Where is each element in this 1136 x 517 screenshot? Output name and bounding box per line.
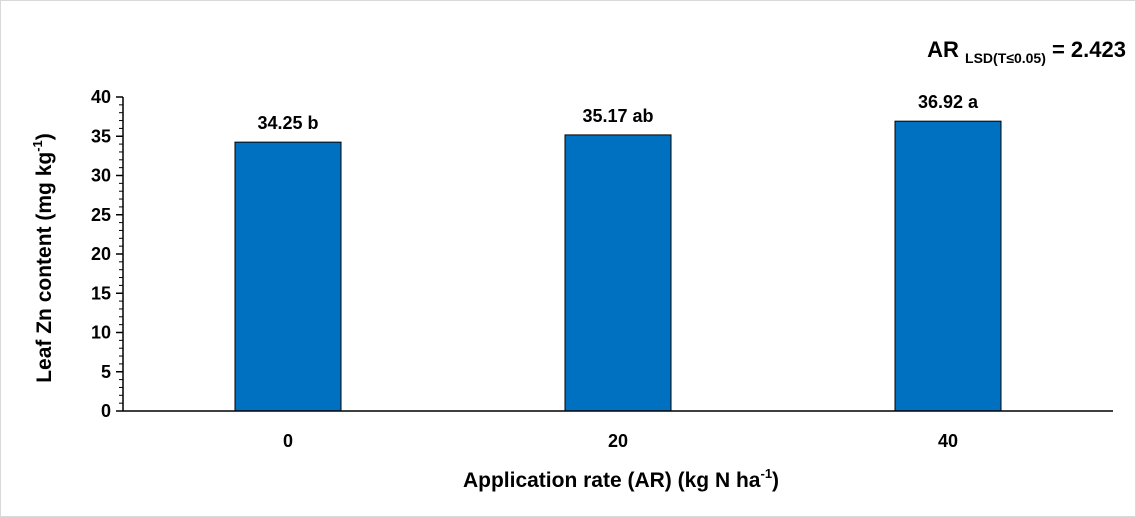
data-label-40: 36.92 a [918, 92, 979, 112]
y-axis-title: Leaf Zn content (mg kg-1) [30, 133, 56, 383]
x-axis-ticks: 0 20 40 [283, 431, 958, 451]
x-tick-label-0: 0 [283, 431, 293, 451]
x-axis-title-end: ) [772, 469, 779, 492]
y-axis-title-main: Leaf Zn content (mg kg [33, 152, 56, 383]
lsd-annotation: AR LSD(T≤0.05) = 2.423 [927, 37, 1126, 66]
y-axis-ticks: 0 5 10 15 20 25 30 35 40 [91, 87, 123, 421]
data-label-0: 34.25 b [257, 113, 318, 133]
y-tick-label: 40 [91, 87, 111, 107]
data-label-20: 35.17 ab [582, 106, 653, 126]
x-tick-label-20: 20 [608, 431, 628, 451]
lsd-annotation-main: AR [927, 37, 965, 62]
y-tick-label: 30 [91, 166, 111, 186]
bars [234, 120, 1002, 412]
y-tick-label: 35 [91, 126, 111, 146]
bar-0 [234, 141, 342, 412]
y-tick-label: 0 [101, 401, 111, 421]
x-axis-title-sup: -1 [760, 466, 772, 481]
x-axis-title-main: Application rate (AR) (kg N ha [463, 469, 761, 492]
lsd-annotation-sub: LSD(T≤0.05) [965, 50, 1046, 66]
y-axis-title-sup: -1 [30, 140, 45, 152]
y-tick-label: 5 [101, 362, 111, 382]
lsd-annotation-end: = 2.423 [1046, 37, 1126, 62]
bar-40 [894, 120, 1002, 412]
bar-20 [564, 134, 672, 412]
x-axis-title: Application rate (AR) (kg N ha-1) [463, 466, 779, 492]
y-tick-label: 25 [91, 205, 111, 225]
y-axis-title-end: ) [33, 133, 56, 140]
data-labels: 34.25 b 35.17 ab 36.92 a [257, 92, 979, 133]
y-tick-label: 15 [91, 283, 111, 303]
y-tick-label: 20 [91, 244, 111, 264]
y-tick-label: 10 [91, 323, 111, 343]
x-tick-label-40: 40 [938, 431, 958, 451]
